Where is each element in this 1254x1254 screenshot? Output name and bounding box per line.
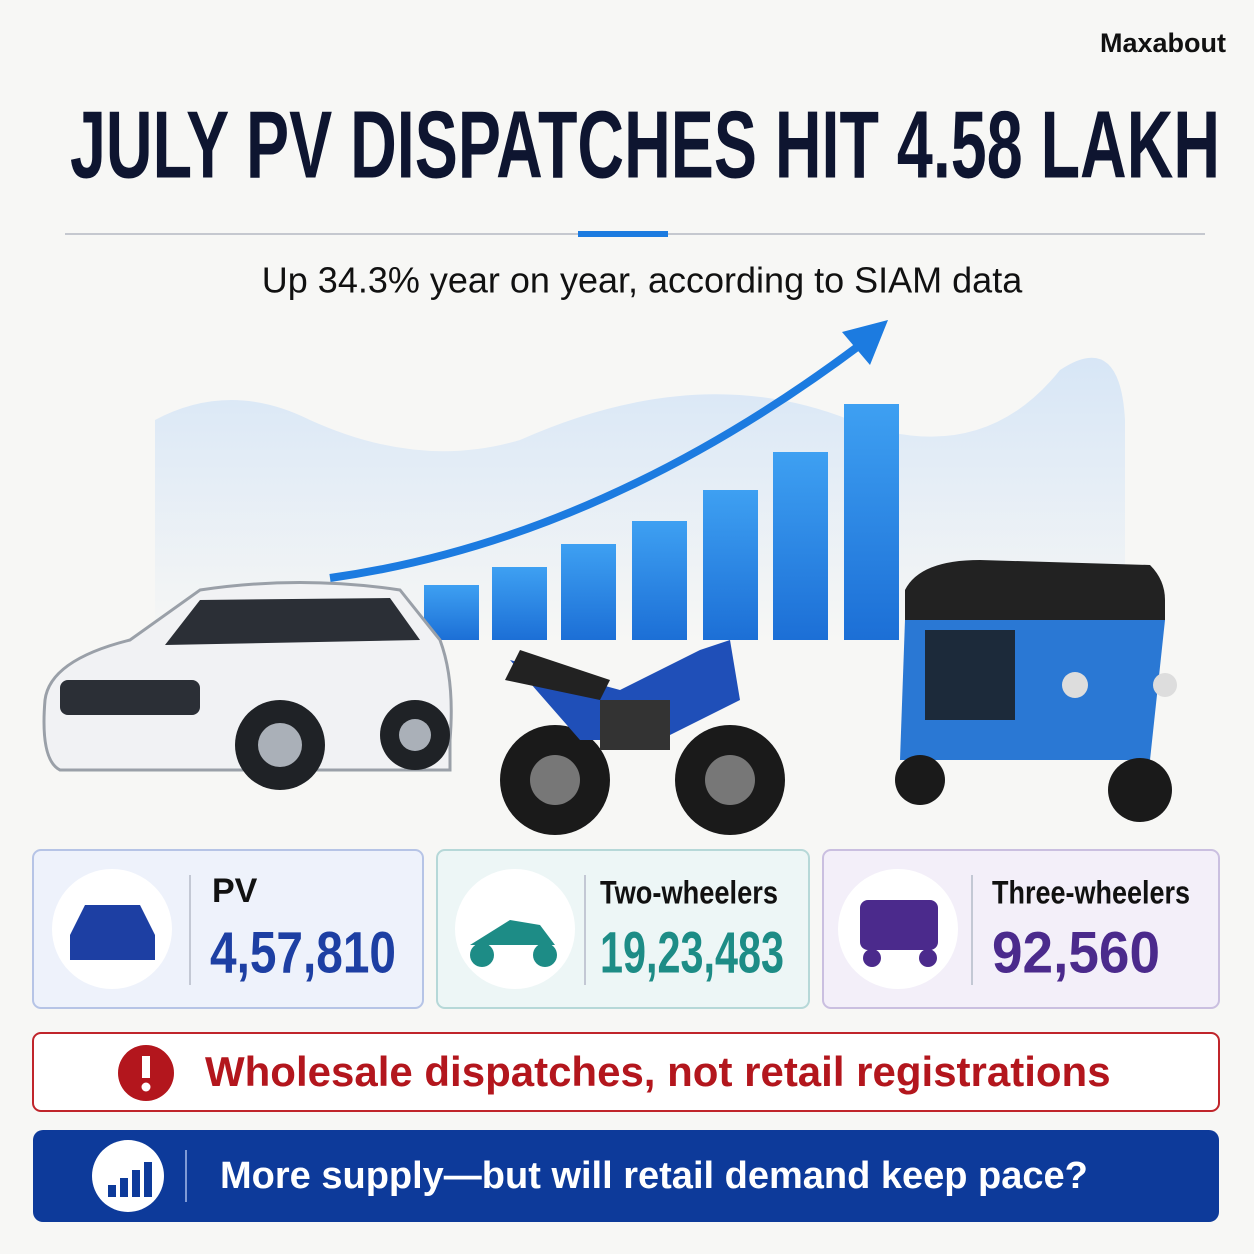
warning-dot	[141, 1082, 151, 1092]
stat-label: Two-wheelers	[600, 874, 778, 910]
accent	[578, 231, 668, 237]
warning-mark	[142, 1056, 150, 1078]
car	[42, 581, 453, 790]
banner	[33, 1130, 1219, 1222]
stat-value: 4,57,810	[210, 920, 396, 985]
question: More supply—but will retail demand keep …	[220, 1155, 1088, 1197]
arrow-head	[842, 320, 888, 365]
icon-bars	[108, 1162, 152, 1197]
stat-card: PV 4,57,810	[32, 849, 424, 1009]
stat-card: Three-wheelers 92,560	[822, 849, 1220, 1009]
stat-value: 19,23,483	[600, 920, 784, 985]
note-box	[32, 1032, 1220, 1112]
stat-card: Two-wheelers 19,23,483	[436, 849, 810, 1009]
stat-value: 92,560	[992, 920, 1160, 985]
stat-label: PV	[212, 872, 258, 910]
brand: Maxabout	[1100, 28, 1226, 58]
note: Wholesale dispatches, not retail registr…	[205, 1048, 1111, 1095]
motorcycle	[500, 640, 785, 835]
title: JULY PV DISPATCHES HIT 4.58 LAKH	[70, 91, 1220, 198]
subtitle: Up 34.3% year on year, according to SIAM…	[262, 260, 1023, 301]
banner-icon	[92, 1140, 164, 1212]
growth-bars	[424, 404, 899, 640]
trend-arrow	[329, 341, 863, 582]
stat-label: Three-wheelers	[992, 874, 1190, 910]
three-wheeler	[895, 560, 1177, 822]
